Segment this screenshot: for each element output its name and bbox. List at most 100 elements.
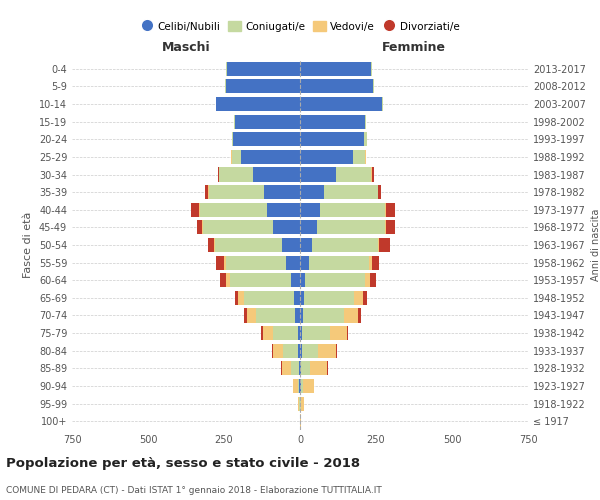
Bar — [220, 168, 253, 181]
Bar — [286, 256, 300, 270]
Bar — [298, 344, 300, 358]
Bar — [305, 273, 365, 287]
Bar — [378, 185, 381, 199]
Bar — [300, 362, 301, 376]
Bar — [364, 132, 367, 146]
Bar — [301, 396, 304, 410]
Bar — [300, 80, 373, 94]
Bar — [304, 291, 354, 305]
Bar — [272, 220, 300, 234]
Bar — [209, 185, 263, 199]
Bar — [302, 344, 318, 358]
Bar — [377, 185, 378, 199]
Bar — [344, 308, 358, 322]
Bar — [215, 238, 282, 252]
Text: Popolazione per età, sesso e stato civile - 2018: Popolazione per età, sesso e stato civil… — [6, 457, 360, 470]
Bar — [217, 97, 300, 111]
Bar — [312, 238, 377, 252]
Bar — [300, 414, 301, 428]
Bar — [282, 362, 291, 376]
Bar — [347, 326, 349, 340]
Bar — [202, 220, 203, 234]
Bar — [238, 291, 244, 305]
Bar — [372, 168, 374, 181]
Text: Maschi: Maschi — [161, 41, 211, 54]
Bar — [294, 291, 300, 305]
Bar — [363, 291, 367, 305]
Bar — [299, 362, 300, 376]
Bar — [217, 256, 224, 270]
Legend: Celibi/Nubili, Coniugati/e, Vedovi/e, Divorziati/e: Celibi/Nubili, Coniugati/e, Vedovi/e, Di… — [136, 17, 464, 36]
Bar — [371, 62, 372, 76]
Bar — [377, 238, 379, 252]
Bar — [227, 62, 300, 76]
Bar — [244, 291, 294, 305]
Bar — [302, 326, 330, 340]
Bar — [261, 326, 263, 340]
Bar — [337, 168, 371, 181]
Bar — [301, 362, 310, 376]
Bar — [373, 256, 379, 270]
Bar — [197, 220, 202, 234]
Bar — [308, 256, 370, 270]
Bar — [291, 273, 300, 287]
Bar — [318, 344, 337, 358]
Bar — [320, 202, 385, 217]
Bar — [266, 202, 300, 217]
Bar — [225, 80, 226, 94]
Bar — [226, 80, 300, 94]
Bar — [256, 308, 295, 322]
Bar — [298, 379, 299, 393]
Bar — [304, 379, 314, 393]
Bar — [300, 132, 364, 146]
Bar — [244, 308, 247, 322]
Bar — [382, 97, 383, 111]
Bar — [300, 185, 325, 199]
Bar — [298, 396, 299, 410]
Bar — [301, 379, 304, 393]
Bar — [216, 97, 217, 111]
Bar — [281, 362, 282, 376]
Bar — [200, 202, 266, 217]
Bar — [283, 344, 298, 358]
Bar — [370, 256, 373, 270]
Bar — [300, 379, 301, 393]
Bar — [235, 291, 238, 305]
Bar — [226, 62, 227, 76]
Bar — [365, 273, 370, 287]
Bar — [232, 132, 233, 146]
Bar — [354, 291, 363, 305]
Text: Femmine: Femmine — [382, 41, 446, 54]
Bar — [300, 62, 371, 76]
Bar — [208, 238, 214, 252]
Bar — [273, 326, 298, 340]
Bar — [386, 202, 395, 217]
Bar — [300, 150, 353, 164]
Bar — [230, 150, 231, 164]
Bar — [224, 256, 226, 270]
Bar — [234, 114, 235, 128]
Bar — [226, 273, 230, 287]
Bar — [247, 308, 256, 322]
Bar — [300, 238, 312, 252]
Bar — [241, 150, 300, 164]
Bar — [199, 202, 200, 217]
Bar — [330, 326, 347, 340]
Bar — [293, 379, 298, 393]
Bar — [365, 114, 366, 128]
Bar — [263, 326, 273, 340]
Bar — [379, 238, 389, 252]
Y-axis label: Anni di nascita: Anni di nascita — [591, 209, 600, 281]
Bar — [218, 168, 219, 181]
Bar — [299, 379, 300, 393]
Bar — [365, 150, 366, 164]
Bar — [303, 308, 344, 322]
Bar — [386, 220, 395, 234]
Bar — [220, 273, 226, 287]
Bar — [300, 202, 320, 217]
Bar — [263, 185, 300, 199]
Bar — [226, 256, 286, 270]
Bar — [358, 308, 361, 322]
Bar — [300, 308, 303, 322]
Bar — [300, 114, 365, 128]
